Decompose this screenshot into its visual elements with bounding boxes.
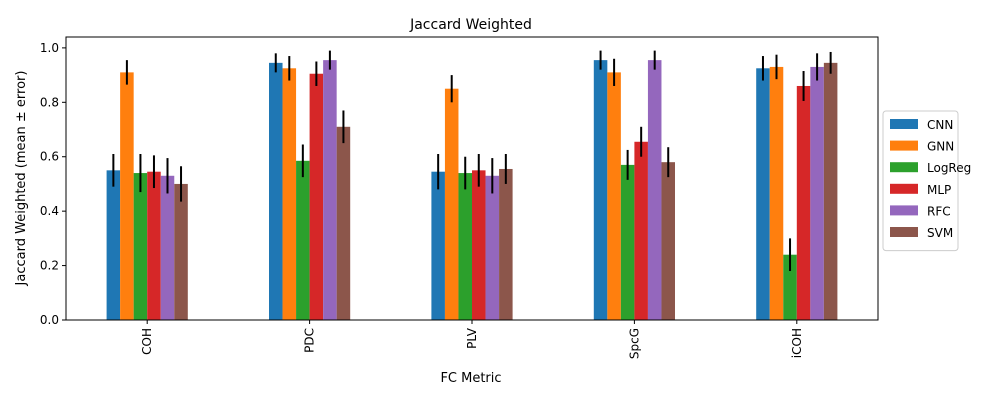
bar-cnn-coh bbox=[106, 170, 121, 320]
y-tick-label: 1.0 bbox=[40, 41, 59, 55]
bar-rfc-spcg bbox=[647, 60, 662, 320]
bar-cnn-spcg bbox=[593, 60, 608, 320]
legend-label-rfc: RFC bbox=[927, 204, 951, 218]
legend-label-cnn: CNN bbox=[927, 118, 953, 132]
bar-rfc-pdc bbox=[323, 60, 337, 320]
bar-cnn-pdc bbox=[269, 62, 283, 321]
legend-swatch-gnn bbox=[890, 140, 918, 151]
bar-cnn-icoh bbox=[756, 68, 770, 320]
bar-mlp-plv bbox=[472, 170, 486, 320]
bar-gnn-icoh bbox=[769, 66, 784, 320]
x-tick-label: iCOH bbox=[790, 328, 804, 358]
bar-mlp-spcg bbox=[634, 141, 648, 320]
bar-svm-plv bbox=[499, 168, 513, 320]
bar-gnn-pdc bbox=[282, 68, 297, 320]
legend-swatch-mlp bbox=[890, 183, 918, 194]
legend-swatch-cnn bbox=[890, 119, 918, 129]
legend-label-gnn: GNN bbox=[927, 140, 954, 154]
legend-swatch-rfc bbox=[890, 205, 918, 216]
bar-mlp-coh bbox=[147, 171, 161, 320]
bar-logreg-coh bbox=[133, 173, 148, 320]
bar-logreg-spcg bbox=[620, 164, 635, 320]
x-axis-label: FC Metric bbox=[440, 371, 501, 386]
bar-rfc-icoh bbox=[810, 66, 824, 320]
x-tick-label: SpcG bbox=[627, 328, 641, 359]
x-tick-label: COH bbox=[140, 328, 154, 355]
y-axis-label: Jaccard Weighted (mean ± error) bbox=[14, 71, 29, 287]
bar-svm-spcg bbox=[661, 162, 675, 320]
y-tick-label: 0.0 bbox=[40, 313, 59, 327]
bar-mlp-icoh bbox=[796, 85, 811, 320]
bar-svm-coh bbox=[174, 183, 188, 320]
bar-rfc-coh bbox=[160, 175, 175, 320]
bar-gnn-coh bbox=[120, 72, 134, 320]
legend-label-mlp: MLP bbox=[927, 183, 951, 197]
legend-label-logreg: LogReg bbox=[927, 161, 971, 175]
x-tick-label: PLV bbox=[465, 327, 479, 349]
y-tick-label: 0.4 bbox=[40, 204, 59, 218]
legend-swatch-logreg bbox=[890, 162, 918, 173]
bar-logreg-pdc bbox=[296, 160, 310, 320]
bar-logreg-plv bbox=[458, 173, 472, 320]
y-tick-label: 0.6 bbox=[40, 150, 59, 164]
y-tick-label: 0.8 bbox=[40, 95, 59, 109]
bar-rfc-plv bbox=[485, 175, 500, 320]
bars-layer bbox=[106, 60, 838, 321]
bar-svm-pdc bbox=[336, 126, 351, 320]
error-bars-layer bbox=[112, 50, 832, 272]
legend: CNN GNN LogReg MLP RFC SVM bbox=[882, 110, 971, 252]
y-tick-label: 0.2 bbox=[40, 259, 59, 273]
chart-title: Jaccard Weighted bbox=[409, 17, 532, 33]
legend-label-svm: SVM bbox=[927, 226, 953, 240]
legend-swatch-svm bbox=[890, 227, 918, 237]
bar-logreg-icoh bbox=[783, 254, 797, 320]
bar-cnn-plv bbox=[431, 171, 445, 320]
bar-gnn-plv bbox=[444, 88, 459, 320]
axes-layer: COH PDC PLV SpcG iCOH 0.0 0.2 0.4 0.6 0.8 1.0 bbox=[40, 36, 879, 359]
plot-frame bbox=[65, 36, 879, 321]
bar-mlp-pdc bbox=[309, 73, 324, 320]
bar-svm-icoh bbox=[823, 62, 838, 321]
bar-gnn-spcg bbox=[607, 72, 621, 320]
x-tick-label: PDC bbox=[303, 328, 317, 353]
